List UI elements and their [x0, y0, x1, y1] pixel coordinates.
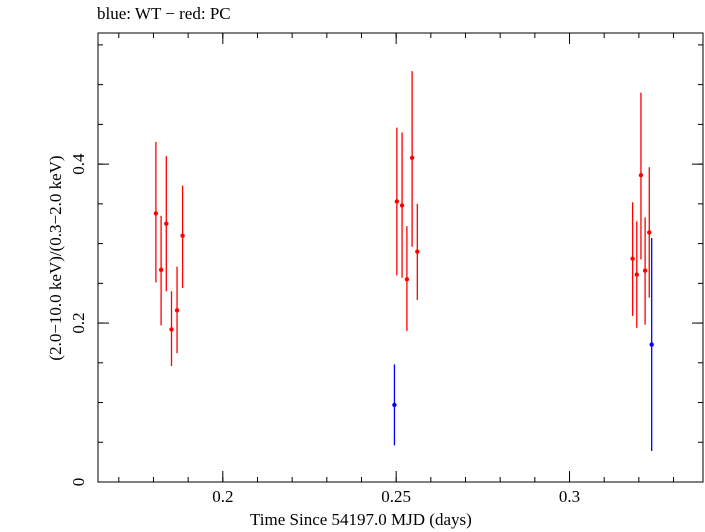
data-point — [630, 256, 635, 261]
axis-ticks — [98, 33, 703, 483]
data-point — [153, 211, 159, 216]
chart-title: blue: WT − red: PC — [97, 4, 231, 23]
data-series — [153, 71, 654, 452]
data-point — [649, 342, 654, 347]
data-point — [409, 155, 415, 160]
data-point — [642, 268, 648, 273]
data-point — [404, 277, 410, 282]
y-tick-label: 0 — [69, 478, 88, 487]
x-tick-label: 0.3 — [559, 487, 580, 506]
data-point — [180, 233, 185, 238]
x-axis-label: Time Since 54197.0 MJD (days) — [250, 510, 472, 529]
plot-frame — [97, 32, 704, 483]
y-axis-label: (2.0−10.0 keV)/(0.3−2.0 keV) — [46, 155, 65, 361]
y-tick-label: 0.2 — [69, 312, 88, 333]
data-point — [634, 272, 639, 277]
data-point — [169, 327, 174, 332]
series-pc — [153, 71, 652, 366]
data-point — [415, 249, 420, 254]
data-point — [174, 308, 180, 313]
data-point — [638, 173, 644, 178]
data-point — [399, 203, 405, 208]
data-point — [392, 402, 397, 408]
axis-tick-labels: 0.2 0.25 0.3 0 0.2 0.4 — [69, 153, 580, 506]
data-point — [647, 230, 652, 235]
x-tick-label: 0.25 — [381, 487, 411, 506]
data-point — [158, 267, 164, 273]
x-tick-label: 0.2 — [212, 487, 233, 506]
series-wt — [392, 238, 654, 452]
y-tick-label: 0.4 — [69, 153, 88, 175]
data-point — [164, 221, 169, 226]
data-point — [394, 199, 400, 204]
